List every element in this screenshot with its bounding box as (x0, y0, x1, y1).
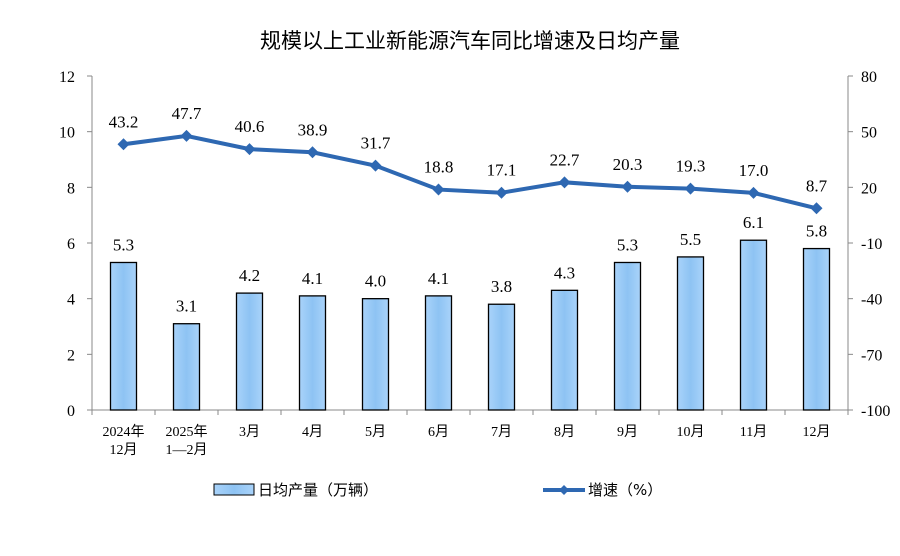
x-tick-label: 9月 (617, 424, 638, 440)
bar (298, 295, 327, 411)
x-tick-label: 6月 (428, 424, 449, 440)
left-tick-label: 8 (67, 180, 75, 197)
left-tick-label: 10 (59, 125, 75, 142)
left-tick-label: 6 (67, 236, 75, 253)
left-tick-label: 4 (67, 292, 75, 309)
x-tick-label: 12月 (110, 442, 138, 458)
bar-data-label: 5.8 (806, 222, 827, 241)
legend-bar-swatch (213, 483, 255, 496)
bar (802, 247, 831, 411)
bar (235, 292, 264, 411)
line-marker (747, 186, 760, 199)
x-tick-label: 2025年 (166, 424, 208, 440)
line-data-label: 17.0 (739, 161, 769, 180)
line-data-label: 43.2 (109, 112, 139, 131)
x-tick-label: 8月 (554, 424, 575, 440)
right-tick-label: -100 (861, 403, 890, 420)
line-marker (180, 129, 193, 142)
right-tick-label: 20 (861, 180, 877, 197)
bar-data-label: 4.3 (554, 263, 575, 282)
line-data-label: 40.6 (235, 117, 265, 136)
bar-data-label: 4.1 (428, 269, 449, 288)
bar-data-label: 6.1 (743, 213, 764, 232)
right-tick-label: -10 (861, 236, 882, 253)
line-marker (558, 176, 571, 189)
line-marker (810, 202, 823, 215)
bar-data-label: 3.1 (176, 297, 197, 316)
line-marker (432, 183, 445, 196)
left-tick-label: 2 (67, 347, 75, 364)
bar-data-label: 4.2 (239, 266, 260, 285)
right-tick-label: -70 (861, 347, 882, 364)
line-marker (117, 138, 130, 151)
bar (424, 295, 453, 411)
bar (739, 239, 768, 411)
bar (361, 298, 390, 411)
right-tick-label: 80 (861, 69, 877, 86)
left-tick-label: 0 (67, 403, 75, 420)
bar (109, 261, 138, 411)
x-tick-label: 7月 (491, 424, 512, 440)
line-data-label: 22.7 (550, 150, 580, 169)
line-data-label: 20.3 (613, 155, 643, 174)
bar (676, 256, 705, 411)
line-data-label: 31.7 (361, 134, 391, 153)
line-marker (306, 146, 319, 159)
line-data-label: 8.7 (806, 176, 828, 195)
bar (613, 261, 642, 411)
x-tick-label: 1—2月 (166, 442, 208, 458)
legend-line-marker (559, 485, 569, 495)
left-tick-label: 12 (59, 69, 75, 86)
bar-data-label: 4.0 (365, 272, 386, 291)
right-tick-label: -40 (861, 292, 882, 309)
line-data-label: 47.7 (172, 104, 202, 123)
line-data-label: 38.9 (298, 120, 328, 139)
bar-data-label: 4.1 (302, 269, 323, 288)
legend-bar-label: 日均产量（万辆） (258, 481, 378, 499)
growth-line (123, 133, 817, 211)
bar (487, 303, 516, 411)
bar-data-label: 5.3 (617, 235, 638, 254)
x-tick-label: 12月 (803, 424, 831, 440)
line-marker (495, 186, 508, 199)
chart-title: 规模以上工业新能源汽车同比增速及日均产量 (260, 29, 680, 53)
x-tick-label: 3月 (239, 424, 260, 440)
line-data-label: 19.3 (676, 157, 706, 176)
line-marker (684, 182, 697, 195)
x-tick-label: 5月 (365, 424, 386, 440)
line-data-label: 17.1 (487, 161, 517, 180)
line-marker (369, 159, 382, 172)
bar-data-label: 3.8 (491, 277, 512, 296)
bar-data-label: 5.3 (113, 235, 134, 254)
x-tick-label: 10月 (677, 424, 705, 440)
legend-line-label: 增速（%） (588, 481, 662, 499)
x-tick-label: 11月 (740, 424, 767, 440)
line-marker (621, 180, 634, 193)
x-tick-label: 2024年 (103, 424, 145, 440)
x-tick-label: 4月 (302, 424, 323, 440)
bar (550, 289, 579, 411)
right-tick-label: 50 (861, 125, 877, 142)
bar (172, 323, 201, 411)
line-data-label: 18.8 (424, 158, 454, 177)
bar-data-label: 5.5 (680, 230, 701, 249)
line-marker (243, 143, 256, 156)
